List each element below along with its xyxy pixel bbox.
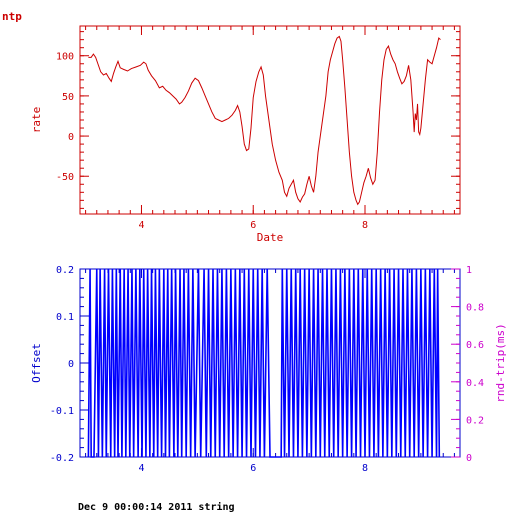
y-axis-label-0: rate bbox=[30, 107, 43, 134]
plot-frame-0 bbox=[79, 25, 461, 215]
x-tick-label-0: 8 bbox=[362, 220, 368, 231]
y-tick-label-1: 0.1 bbox=[56, 312, 74, 323]
y-tick-label-1: -0.2 bbox=[50, 453, 74, 464]
y-axis-label-1: Offset bbox=[30, 343, 43, 383]
x-axis-label-0: Date bbox=[257, 231, 284, 244]
y-tick-label-1: -0.1 bbox=[50, 406, 74, 417]
series-line-1 bbox=[87, 268, 441, 458]
x-tick-label-0: 6 bbox=[250, 220, 256, 231]
x-tick-label-0: 4 bbox=[138, 220, 144, 231]
footer-timestamp: Dec 9 00:00:14 2011 string bbox=[78, 501, 235, 512]
y-axis-label-right-1: rnd-trip(ms) bbox=[494, 323, 507, 402]
x-tick-label-1: 8 bbox=[362, 463, 368, 474]
y-right-tick-label-1: 0 bbox=[466, 453, 472, 464]
chart-title: ntp bbox=[2, 10, 22, 23]
x-tick-label-1: 4 bbox=[138, 463, 144, 474]
y-right-tick-label-1: 0.8 bbox=[466, 303, 484, 314]
series-line-0 bbox=[88, 35, 441, 206]
y-tick-label-0: 50 bbox=[62, 92, 74, 103]
y-right-tick-label-1: 0.4 bbox=[466, 378, 484, 389]
y-tick-label-0: 100 bbox=[56, 52, 74, 63]
y-tick-label-0: -50 bbox=[56, 172, 74, 183]
y-tick-label-1: 0.2 bbox=[56, 265, 74, 276]
x-tick-label-1: 6 bbox=[250, 463, 256, 474]
y-right-tick-label-1: 0.2 bbox=[466, 415, 484, 426]
y-right-tick-label-1: 0.6 bbox=[466, 340, 484, 351]
y-right-tick-label-1: 1 bbox=[466, 265, 472, 276]
y-tick-label-0: 0 bbox=[68, 132, 74, 143]
y-tick-label-1: 0 bbox=[68, 359, 74, 370]
